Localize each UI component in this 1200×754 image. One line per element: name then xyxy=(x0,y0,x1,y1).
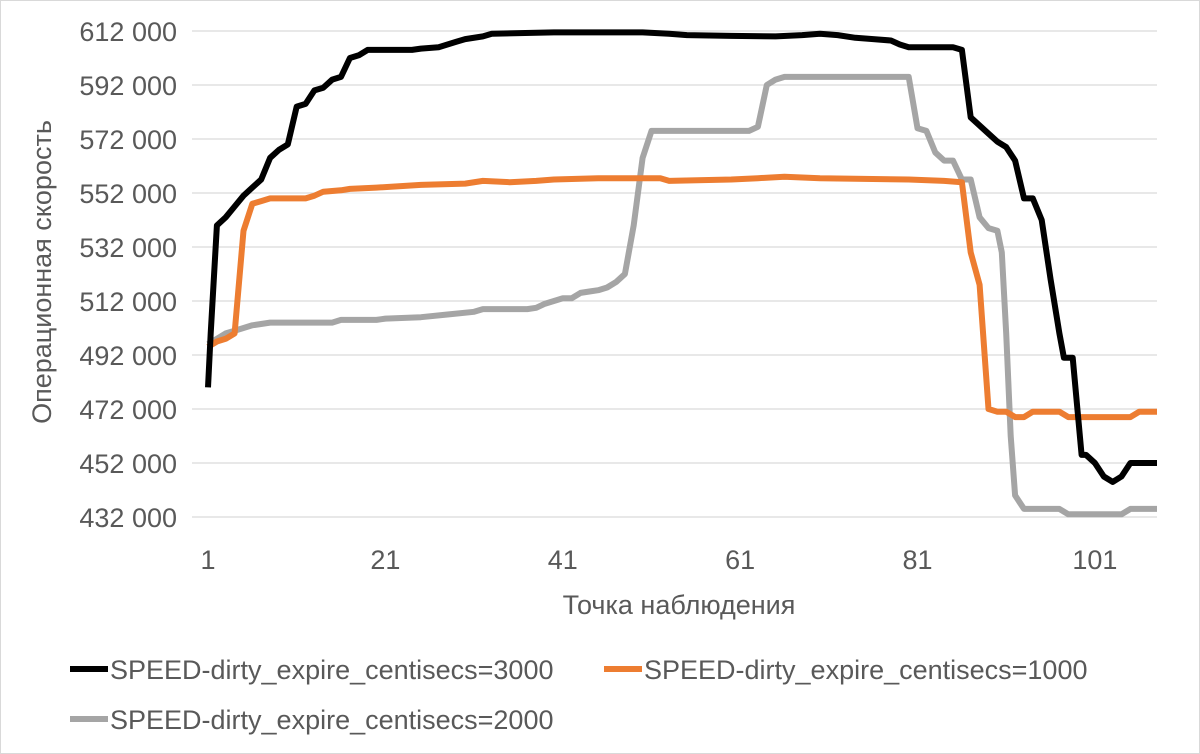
x-tick-label: 21 xyxy=(370,545,400,575)
x-tick-label: 61 xyxy=(725,545,755,575)
legend: SPEED-dirty_expire_centisecs=3000 SPEED-… xyxy=(70,655,1087,735)
y-tick-label: 512 000 xyxy=(79,287,177,317)
gridlines xyxy=(192,30,1157,518)
y-tick-label: 532 000 xyxy=(79,233,177,263)
series-line-3000 xyxy=(205,29,1157,485)
x-tick-label: 41 xyxy=(548,545,578,575)
legend-item-3000: SPEED-dirty_expire_centisecs=3000 xyxy=(70,655,553,685)
x-tick-label: 1 xyxy=(200,545,215,575)
y-tick-label: 572 000 xyxy=(79,125,177,155)
x-tick-label: 81 xyxy=(903,545,933,575)
series-line-2000 xyxy=(206,73,1157,518)
legend-item-1000: SPEED-dirty_expire_centisecs=1000 xyxy=(604,655,1087,685)
y-tick-label: 552 000 xyxy=(79,179,177,209)
series-line-1000 xyxy=(206,173,1157,421)
series-lines xyxy=(205,29,1157,518)
x-axis-title: Точка наблюдения xyxy=(563,590,796,620)
y-tick-label: 472 000 xyxy=(79,395,177,425)
legend-item-2000: SPEED-dirty_expire_centisecs=2000 xyxy=(70,705,553,735)
y-tick-label: 592 000 xyxy=(79,71,177,101)
y-tick-label: 452 000 xyxy=(79,449,177,479)
legend-label-2000: SPEED-dirty_expire_centisecs=2000 xyxy=(110,705,553,735)
legend-label-1000: SPEED-dirty_expire_centisecs=1000 xyxy=(644,655,1087,685)
x-tick-label: 101 xyxy=(1072,545,1117,575)
y-axis-title: Операционная скорость xyxy=(27,120,57,424)
y-tick-label: 492 000 xyxy=(79,341,177,371)
legend-label-3000: SPEED-dirty_expire_centisecs=3000 xyxy=(110,655,553,685)
x-axis-tick-labels: 1 21 41 61 81 101 xyxy=(200,545,1117,575)
y-tick-label: 612 000 xyxy=(79,17,177,47)
y-tick-label: 432 000 xyxy=(79,503,177,533)
y-axis-tick-labels: 432 000 452 000 472 000 492 000 512 000 532 0… xyxy=(79,17,177,533)
